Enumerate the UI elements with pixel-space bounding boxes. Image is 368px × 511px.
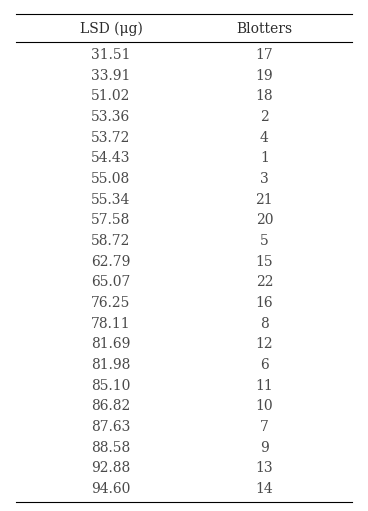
Text: 22: 22 bbox=[256, 275, 273, 289]
Text: 92.88: 92.88 bbox=[91, 461, 131, 475]
Text: 51.02: 51.02 bbox=[91, 89, 131, 103]
Text: 18: 18 bbox=[255, 89, 273, 103]
Text: 2: 2 bbox=[260, 110, 269, 124]
Text: 53.72: 53.72 bbox=[91, 131, 131, 145]
Text: 62.79: 62.79 bbox=[91, 254, 131, 269]
Text: 88.58: 88.58 bbox=[91, 441, 131, 455]
Text: 81.98: 81.98 bbox=[91, 358, 131, 372]
Text: 5: 5 bbox=[260, 234, 269, 248]
Text: 86.82: 86.82 bbox=[91, 400, 131, 413]
Text: LSD (μg): LSD (μg) bbox=[79, 22, 142, 36]
Text: 54.43: 54.43 bbox=[91, 151, 131, 165]
Text: 57.58: 57.58 bbox=[91, 213, 131, 227]
Text: 85.10: 85.10 bbox=[91, 379, 131, 393]
Text: 65.07: 65.07 bbox=[91, 275, 131, 289]
Text: 87.63: 87.63 bbox=[91, 420, 131, 434]
Text: 81.69: 81.69 bbox=[91, 337, 131, 352]
Text: 19: 19 bbox=[255, 68, 273, 83]
Text: 14: 14 bbox=[255, 482, 273, 496]
Text: 7: 7 bbox=[260, 420, 269, 434]
Text: 76.25: 76.25 bbox=[91, 296, 131, 310]
Text: 10: 10 bbox=[255, 400, 273, 413]
Text: 1: 1 bbox=[260, 151, 269, 165]
Text: 11: 11 bbox=[255, 379, 273, 393]
Text: Blotters: Blotters bbox=[236, 22, 293, 36]
Text: 94.60: 94.60 bbox=[91, 482, 131, 496]
Text: 8: 8 bbox=[260, 317, 269, 331]
Text: 16: 16 bbox=[255, 296, 273, 310]
Text: 55.34: 55.34 bbox=[91, 193, 131, 206]
Text: 33.91: 33.91 bbox=[91, 68, 131, 83]
Text: 17: 17 bbox=[255, 48, 273, 62]
Text: 15: 15 bbox=[255, 254, 273, 269]
Text: 78.11: 78.11 bbox=[91, 317, 131, 331]
Text: 53.36: 53.36 bbox=[91, 110, 131, 124]
Text: 20: 20 bbox=[256, 213, 273, 227]
Text: 13: 13 bbox=[255, 461, 273, 475]
Text: 4: 4 bbox=[260, 131, 269, 145]
Text: 58.72: 58.72 bbox=[91, 234, 131, 248]
Text: 9: 9 bbox=[260, 441, 269, 455]
Text: 6: 6 bbox=[260, 358, 269, 372]
Text: 21: 21 bbox=[255, 193, 273, 206]
Text: 55.08: 55.08 bbox=[91, 172, 131, 186]
Text: 3: 3 bbox=[260, 172, 269, 186]
Text: 12: 12 bbox=[255, 337, 273, 352]
Text: 31.51: 31.51 bbox=[91, 48, 131, 62]
